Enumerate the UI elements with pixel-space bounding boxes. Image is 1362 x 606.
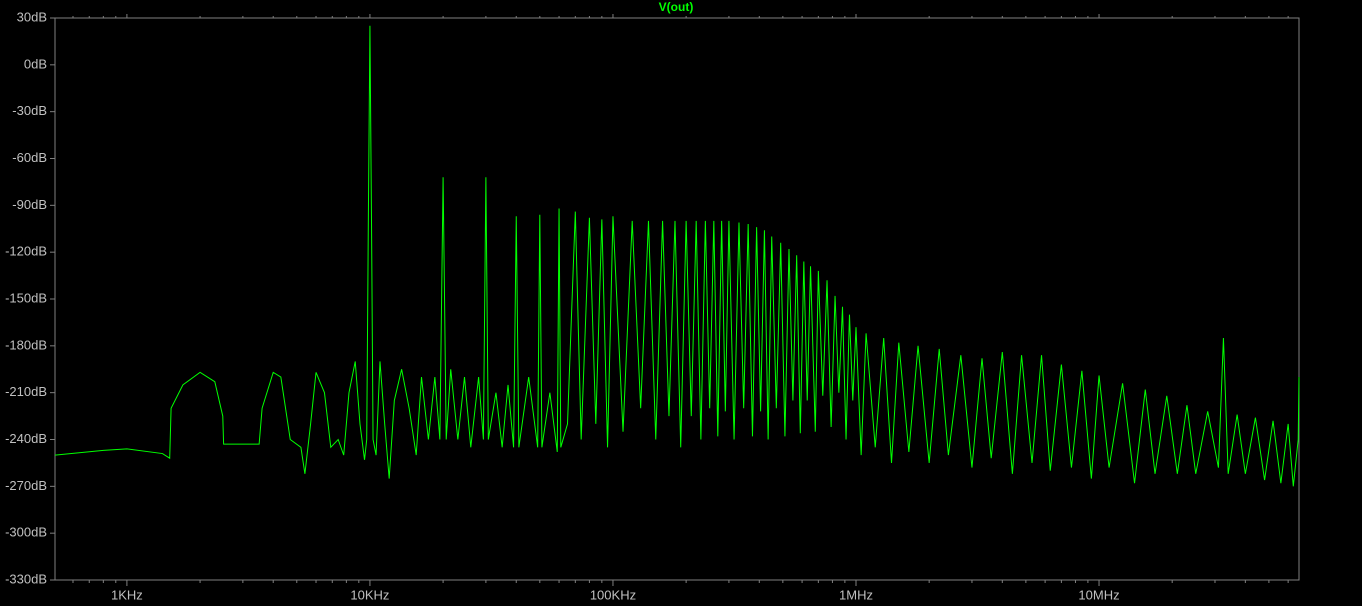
- x-tick-label: 1MHz: [839, 587, 873, 602]
- y-tick-label: -180dB: [5, 337, 47, 352]
- y-tick-label: 0dB: [24, 56, 47, 71]
- y-tick-label: -270dB: [5, 478, 47, 493]
- y-tick-label: -330dB: [5, 571, 47, 586]
- y-tick-label: -60dB: [12, 150, 47, 165]
- y-tick-label: -210dB: [5, 384, 47, 399]
- y-tick-label: -150dB: [5, 290, 47, 305]
- y-tick-label: -300dB: [5, 525, 47, 540]
- x-tick-label: 10MHz: [1078, 587, 1119, 602]
- y-tick-label: -30dB: [12, 103, 47, 118]
- chart-title: V(out): [659, 0, 694, 14]
- y-tick-label: -120dB: [5, 244, 47, 259]
- x-tick-label: 1KHz: [111, 587, 143, 602]
- y-tick-label: -90dB: [12, 197, 47, 212]
- y-tick-label: -240dB: [5, 431, 47, 446]
- y-tick-label: 30dB: [17, 9, 47, 24]
- x-tick-label: 10KHz: [350, 587, 389, 602]
- trace: [54, 25, 1300, 487]
- x-tick-label: 100KHz: [590, 587, 636, 602]
